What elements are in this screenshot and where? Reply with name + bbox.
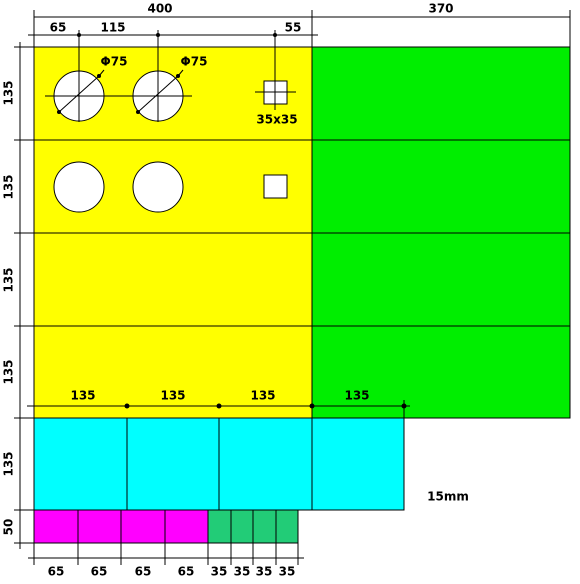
dim-label: 65 [135, 565, 152, 579]
dim-label: 65 [178, 565, 195, 579]
square-label: 35x35 [256, 113, 297, 127]
dim-label: 35 [211, 565, 228, 579]
dim-label: 50 [2, 519, 16, 536]
dim-label: 55 [285, 21, 302, 35]
row-lines [34, 139, 570, 327]
dim-label: 135 [2, 80, 16, 105]
dim-label: 135 [70, 389, 95, 403]
cyan-dividers [126, 418, 313, 510]
dim-label: 65 [48, 565, 65, 579]
center-lines [45, 30, 296, 122]
dim-label: 35 [256, 565, 273, 579]
dim-label: 65 [91, 565, 108, 579]
hole-label: Φ75 [181, 55, 208, 69]
dim-label: 35 [279, 565, 296, 579]
dim-label: 65 [50, 21, 67, 35]
dim-label: 115 [100, 21, 125, 35]
dim-label: 135 [2, 174, 16, 199]
dim-label: 35 [234, 565, 251, 579]
dim-label: 400 [147, 2, 172, 16]
dim-label: 135 [250, 389, 275, 403]
note: 15mm [427, 490, 469, 504]
dim-label: 370 [428, 2, 453, 16]
bottom-strip [33, 509, 299, 544]
dim-label: 135 [2, 451, 16, 476]
dim-label: 135 [2, 267, 16, 292]
dim-label: 135 [160, 389, 185, 403]
dim-label: 135 [2, 359, 16, 384]
dimension-dots [57, 33, 407, 409]
dim-label: 135 [344, 389, 369, 403]
hole-label: Φ75 [101, 55, 128, 69]
